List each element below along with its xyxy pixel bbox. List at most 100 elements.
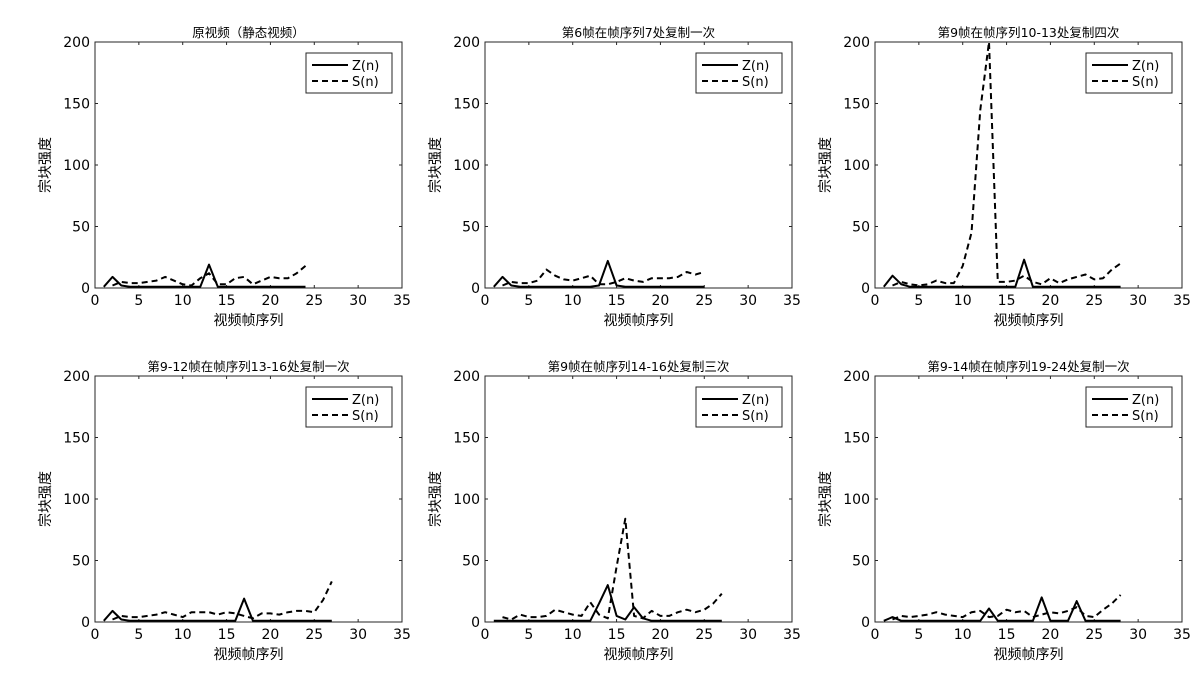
y-tick-label: 0: [471, 615, 480, 631]
x-tick-label: 10: [174, 627, 192, 643]
chart-title: 第9帧在帧序列10-13处复制四次: [938, 25, 1120, 40]
x-tick-label: 25: [1085, 627, 1103, 643]
x-tick-label: 10: [954, 293, 972, 309]
chart-title: 原视频（静态视频）: [192, 25, 305, 40]
legend-entry: S(n): [742, 75, 769, 90]
legend-box: [695, 52, 783, 94]
y-tick-label: 100: [453, 492, 480, 508]
x-tick-label: 20: [262, 627, 280, 643]
y-tick-label: 0: [861, 615, 870, 631]
x-tick-label: 15: [608, 627, 626, 643]
x-tick-label: 20: [262, 293, 280, 309]
legend-entry: Z(n): [1132, 393, 1159, 408]
y-tick-label: 100: [63, 158, 90, 174]
y-tick-label: 200: [453, 35, 480, 51]
y-tick-label: 50: [852, 554, 870, 570]
x-tick-label: 15: [218, 293, 236, 309]
x-tick-label: 5: [914, 293, 923, 309]
x-axis-label: 视频帧序列: [994, 313, 1064, 329]
x-tick-label: 0: [91, 627, 100, 643]
x-tick-label: 0: [91, 293, 100, 309]
y-axis-label: 宗块强度: [38, 137, 54, 193]
x-tick-label: 15: [218, 627, 236, 643]
y-tick-label: 200: [843, 369, 870, 385]
legend-box: [695, 386, 783, 428]
x-tick-label: 35: [393, 627, 411, 643]
y-tick-label: 50: [462, 554, 480, 570]
legend: Z(n)S(n): [305, 52, 393, 94]
legend-entry: Z(n): [742, 393, 769, 408]
subplot-6: 第9-14帧在帧序列19-24处复制一次 0 5 10 15 20 25 30 35 0 50 100…: [818, 359, 1191, 663]
legend-entry: S(n): [1132, 409, 1159, 424]
x-axis-label: 视频帧序列: [994, 647, 1064, 663]
y-tick-label: 150: [453, 97, 480, 113]
x-tick-label: 35: [1173, 627, 1191, 643]
subplot-2: 第6帧在帧序列7处复制一次 0 5 10 15 20 25 30 35 0 50 100 150 200 视…: [428, 25, 801, 329]
chart-title: 第6帧在帧序列7处复制一次: [562, 25, 715, 40]
x-tick-label: 35: [393, 293, 411, 309]
x-tick-label: 25: [305, 293, 323, 309]
y-tick-label: 0: [861, 281, 870, 297]
x-tick-label: 30: [1129, 293, 1147, 309]
y-tick-label: 0: [81, 281, 90, 297]
y-tick-label: 50: [72, 220, 90, 236]
x-tick-label: 20: [1042, 293, 1060, 309]
legend: Z(n)S(n): [305, 386, 393, 428]
y-tick-label: 100: [843, 158, 870, 174]
x-tick-label: 15: [608, 293, 626, 309]
legend-entry: Z(n): [352, 59, 379, 74]
x-tick-label: 20: [1042, 627, 1060, 643]
x-tick-label: 20: [652, 293, 670, 309]
y-tick-label: 150: [453, 431, 480, 447]
x-tick-label: 35: [783, 293, 801, 309]
legend-box: [305, 386, 393, 428]
x-tick-label: 25: [695, 627, 713, 643]
legend-entry: S(n): [352, 75, 379, 90]
y-tick-label: 150: [843, 97, 870, 113]
x-tick-label: 0: [871, 293, 880, 309]
x-tick-label: 10: [954, 627, 972, 643]
x-tick-label: 10: [564, 293, 582, 309]
x-axis-label: 视频帧序列: [604, 313, 674, 329]
y-tick-label: 200: [843, 35, 870, 51]
series-line-z: [493, 259, 705, 288]
series-line-z: [103, 263, 306, 288]
legend-box: [1085, 52, 1173, 94]
x-tick-label: 30: [739, 293, 757, 309]
x-tick-label: 35: [1173, 293, 1191, 309]
y-tick-label: 50: [462, 220, 480, 236]
subplot-4: 第9-12帧在帧序列13-16处复制一次 0 5 10 15 20 25 30 35 0 50 100…: [38, 359, 411, 663]
y-tick-label: 50: [72, 554, 90, 570]
x-tick-label: 5: [134, 293, 143, 309]
y-tick-label: 50: [852, 220, 870, 236]
y-tick-label: 150: [63, 431, 90, 447]
x-tick-label: 30: [739, 627, 757, 643]
legend-box: [305, 52, 393, 94]
x-axis-label: 视频帧序列: [214, 647, 284, 663]
legend-entry: S(n): [1132, 75, 1159, 90]
y-tick-label: 100: [453, 158, 480, 174]
chart-title: 第9帧在帧序列14-16处复制三次: [548, 359, 730, 374]
x-tick-label: 5: [524, 293, 533, 309]
y-axis-label: 宗块强度: [818, 471, 834, 527]
x-tick-label: 35: [783, 627, 801, 643]
x-tick-label: 0: [481, 627, 490, 643]
y-tick-label: 100: [843, 492, 870, 508]
subplot-3: 第9帧在帧序列10-13处复制四次 0 5 10 15 20 25 30 35 0 50 100 150…: [818, 25, 1191, 329]
legend-box: [1085, 386, 1173, 428]
legend: Z(n)S(n): [695, 386, 783, 428]
series-line-z: [883, 596, 1121, 622]
legend: Z(n)S(n): [1085, 52, 1173, 94]
y-axis-label: 宗块强度: [818, 137, 834, 193]
series-line-s: [892, 41, 1122, 287]
legend: Z(n)S(n): [1085, 386, 1173, 428]
x-tick-label: 5: [914, 627, 923, 643]
legend-entry: Z(n): [1132, 59, 1159, 74]
series-line-z: [103, 597, 332, 622]
x-tick-label: 30: [349, 627, 367, 643]
y-tick-label: 100: [63, 492, 90, 508]
y-axis-label: 宗块强度: [428, 137, 444, 193]
x-tick-label: 15: [998, 627, 1016, 643]
x-tick-label: 30: [1129, 627, 1147, 643]
x-tick-label: 30: [349, 293, 367, 309]
